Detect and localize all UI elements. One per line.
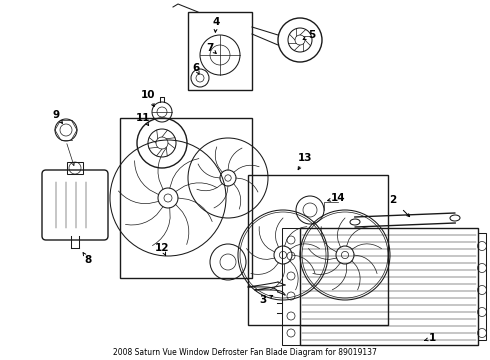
Text: 7: 7 <box>206 43 214 53</box>
Text: 3: 3 <box>259 295 267 305</box>
Text: 10: 10 <box>141 90 155 100</box>
Text: 2008 Saturn Vue Window Defroster Fan Blade Diagram for 89019137: 2008 Saturn Vue Window Defroster Fan Bla… <box>113 348 377 357</box>
Text: 11: 11 <box>136 113 150 123</box>
Text: 14: 14 <box>331 193 345 203</box>
Text: 1: 1 <box>428 333 436 343</box>
Text: 8: 8 <box>84 255 92 265</box>
Bar <box>478 233 486 340</box>
Bar <box>248 175 388 325</box>
Text: 13: 13 <box>298 153 312 163</box>
Bar <box>120 118 252 278</box>
Text: 2: 2 <box>390 195 396 205</box>
Text: 12: 12 <box>155 243 169 253</box>
Bar <box>67 162 83 174</box>
Text: 6: 6 <box>193 63 199 73</box>
Bar <box>282 228 300 345</box>
Text: 4: 4 <box>212 17 220 27</box>
Text: 5: 5 <box>308 30 316 40</box>
Bar <box>300 228 478 345</box>
Text: 9: 9 <box>52 110 60 120</box>
Bar <box>188 12 252 90</box>
